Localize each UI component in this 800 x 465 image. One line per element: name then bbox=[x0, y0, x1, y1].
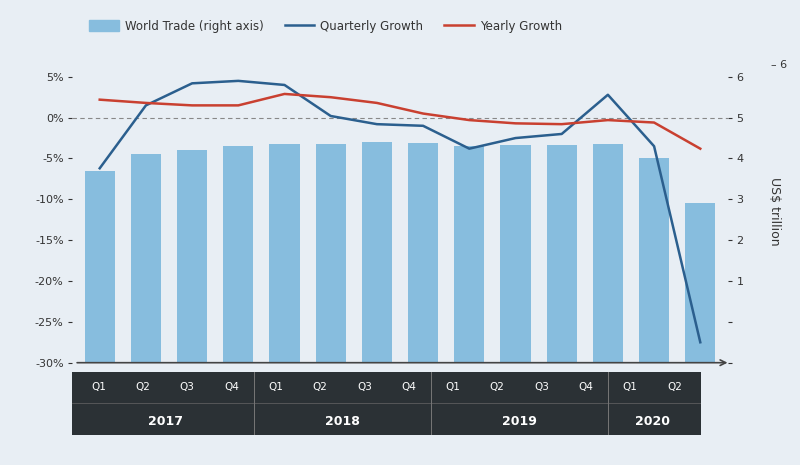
Text: Q4: Q4 bbox=[224, 382, 239, 392]
Quarterly Growth bbox=[187, 80, 197, 86]
Quarterly Growth bbox=[95, 166, 105, 171]
Text: Q2: Q2 bbox=[667, 382, 682, 392]
Text: Q3: Q3 bbox=[180, 382, 194, 392]
Quarterly Growth bbox=[557, 131, 566, 137]
Bar bbox=[177, 150, 207, 363]
Legend: World Trade (right axis), Quarterly Growth, Yearly Growth: World Trade (right axis), Quarterly Grow… bbox=[85, 15, 566, 37]
Text: Q1: Q1 bbox=[446, 382, 461, 392]
Yearly Growth bbox=[280, 91, 290, 97]
Bar bbox=[85, 171, 114, 363]
Quarterly Growth bbox=[650, 143, 659, 149]
Y-axis label: US$ trillion: US$ trillion bbox=[769, 177, 782, 246]
Text: Q2: Q2 bbox=[313, 382, 327, 392]
Yearly Growth bbox=[603, 117, 613, 123]
Bar bbox=[454, 146, 484, 363]
Text: 2019: 2019 bbox=[502, 415, 537, 428]
Yearly Growth bbox=[695, 146, 705, 152]
Bar bbox=[546, 146, 577, 363]
Bar bbox=[501, 146, 530, 363]
Yearly Growth bbox=[557, 121, 566, 127]
Yearly Growth bbox=[187, 103, 197, 108]
Text: 2017: 2017 bbox=[147, 415, 182, 428]
Text: Q1: Q1 bbox=[91, 382, 106, 392]
Yearly Growth bbox=[650, 120, 659, 126]
Quarterly Growth bbox=[418, 123, 428, 129]
Bar bbox=[593, 144, 623, 363]
Yearly Growth bbox=[510, 120, 520, 126]
Quarterly Growth bbox=[372, 121, 382, 127]
Yearly Growth bbox=[326, 94, 335, 100]
Bar bbox=[362, 142, 392, 363]
Yearly Growth bbox=[465, 117, 474, 123]
Bar bbox=[223, 146, 254, 363]
Text: 2018: 2018 bbox=[325, 415, 360, 428]
Text: – 6: – 6 bbox=[770, 60, 786, 71]
Line: Yearly Growth: Yearly Growth bbox=[100, 94, 700, 149]
Quarterly Growth bbox=[280, 82, 290, 88]
Yearly Growth bbox=[141, 100, 150, 106]
Text: Q2: Q2 bbox=[135, 382, 150, 392]
Bar bbox=[316, 144, 346, 363]
Yearly Growth bbox=[372, 100, 382, 106]
Quarterly Growth bbox=[234, 78, 243, 84]
Yearly Growth bbox=[95, 97, 105, 102]
Text: Q3: Q3 bbox=[534, 382, 549, 392]
Yearly Growth bbox=[234, 103, 243, 108]
Bar bbox=[639, 159, 669, 363]
Text: Q1: Q1 bbox=[622, 382, 638, 392]
Quarterly Growth bbox=[695, 339, 705, 345]
Bar bbox=[270, 144, 299, 363]
Text: Q4: Q4 bbox=[578, 382, 594, 392]
Quarterly Growth bbox=[510, 135, 520, 141]
Text: Q3: Q3 bbox=[357, 382, 372, 392]
Text: Q1: Q1 bbox=[268, 382, 283, 392]
Line: Quarterly Growth: Quarterly Growth bbox=[100, 81, 700, 342]
Quarterly Growth bbox=[603, 92, 613, 98]
Quarterly Growth bbox=[465, 146, 474, 152]
Text: Q4: Q4 bbox=[402, 382, 416, 392]
Bar bbox=[131, 154, 161, 363]
Quarterly Growth bbox=[326, 113, 335, 119]
Text: 2020: 2020 bbox=[635, 415, 670, 428]
Yearly Growth bbox=[418, 111, 428, 116]
Bar bbox=[686, 203, 715, 363]
Quarterly Growth bbox=[141, 103, 150, 108]
Text: Q2: Q2 bbox=[490, 382, 505, 392]
Bar bbox=[408, 143, 438, 363]
